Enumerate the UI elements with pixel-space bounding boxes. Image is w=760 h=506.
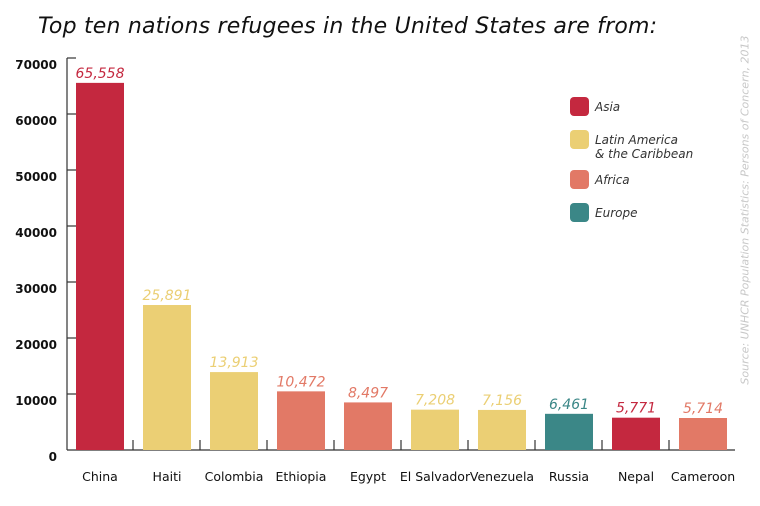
bar-ethiopia <box>277 391 325 450</box>
x-tick-label: Venezuela <box>470 469 534 484</box>
y-tick-label: 20000 <box>15 338 57 352</box>
legend-swatch <box>570 97 589 116</box>
y-tick-label: 70000 <box>15 58 57 72</box>
legend-swatch <box>570 170 589 189</box>
data-label: 8,497 <box>348 385 388 401</box>
x-tick-label: Cameroon <box>671 469 735 484</box>
data-label: 7,156 <box>482 393 522 409</box>
legend-swatch <box>570 203 589 222</box>
bar-russia <box>545 413 593 450</box>
data-label: 6,461 <box>549 397 589 413</box>
bar-colombia <box>210 372 258 450</box>
x-tick-label: Colombia <box>205 469 264 484</box>
x-tick-label: Nepal <box>618 469 654 484</box>
data-label: 10,472 <box>277 374 326 390</box>
chart-title: Top ten nations refugees in the United S… <box>38 14 658 39</box>
y-tick-label: 0 <box>49 450 57 464</box>
bar-cameroon <box>679 418 727 450</box>
y-tick-label: 60000 <box>15 114 57 128</box>
bar-egypt <box>344 402 392 450</box>
x-tick-label: Russia <box>549 469 589 484</box>
data-label: 5,771 <box>616 401 656 417</box>
bar-venezuela <box>478 409 526 450</box>
legend-label: Africa <box>594 173 630 187</box>
source-note: Source: UNHCR Population Statistics: Per… <box>738 35 752 385</box>
data-label: 13,913 <box>210 355 259 371</box>
data-label: 7,208 <box>415 393 455 409</box>
bar-nepal <box>612 417 660 450</box>
bar-el-salvador <box>411 409 459 450</box>
legend-label: Europe <box>595 206 637 220</box>
data-label: 25,891 <box>143 288 192 304</box>
legend-swatch <box>570 130 589 149</box>
x-tick-label: El Salvador <box>400 469 471 484</box>
bar-haiti <box>143 305 191 450</box>
x-tick-label: Ethiopia <box>276 469 327 484</box>
x-tick-label: Haiti <box>153 469 182 484</box>
legend-label: Latin America <box>595 133 678 147</box>
legend-label: Asia <box>594 100 620 114</box>
y-tick-label: 10000 <box>15 394 57 408</box>
x-tick-label: Egypt <box>350 469 386 484</box>
data-label: 5,714 <box>683 401 723 417</box>
x-tick-label: China <box>82 469 118 484</box>
y-tick-label: 30000 <box>15 282 57 296</box>
y-tick-label: 40000 <box>15 226 57 240</box>
bar-china <box>76 82 124 451</box>
data-label: 65,558 <box>76 66 125 82</box>
y-tick-label: 50000 <box>15 170 57 184</box>
legend-label: & the Caribbean <box>595 147 693 161</box>
